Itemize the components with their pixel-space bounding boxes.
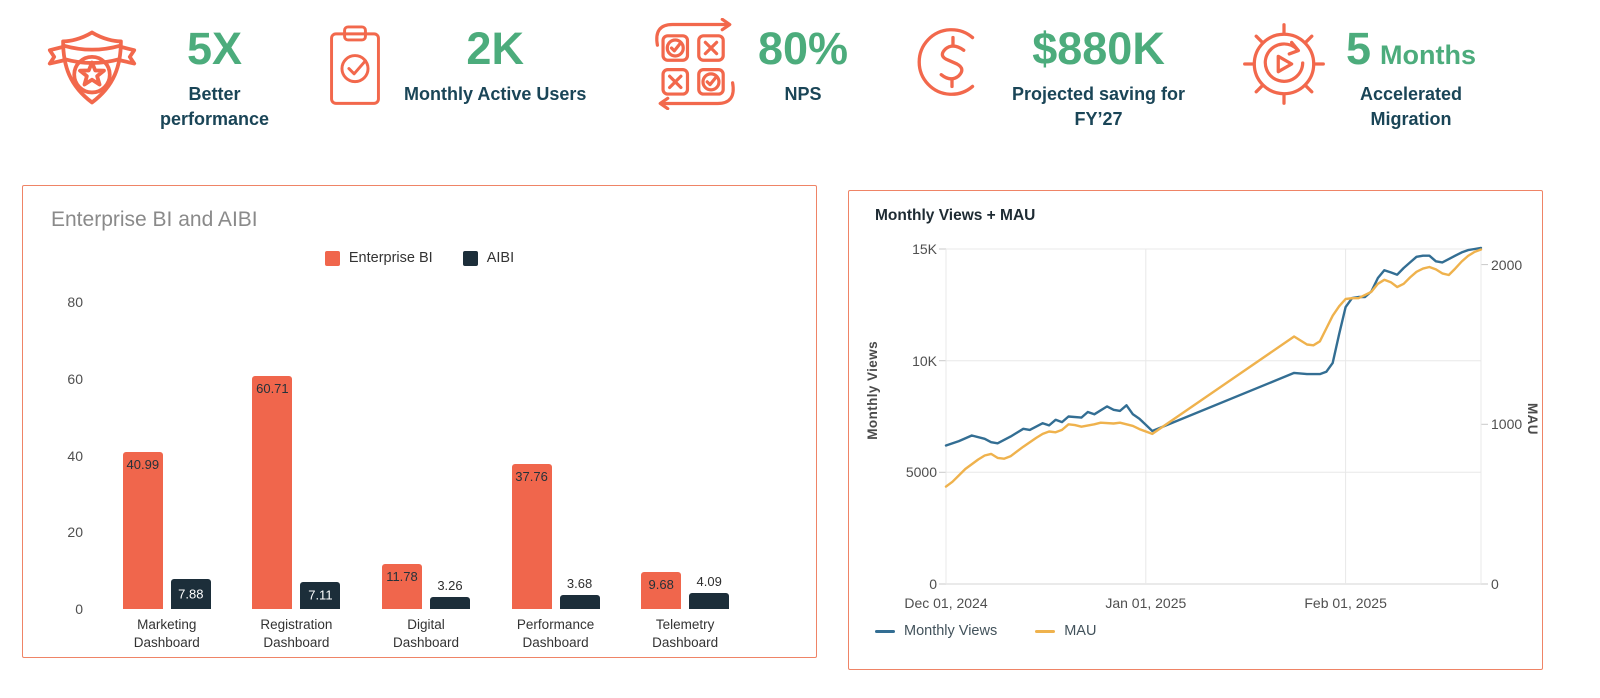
bar-enterprise-bi[interactable]: 60.71 xyxy=(252,376,293,609)
y-tick-left: 5000 xyxy=(905,464,937,481)
bar-group: 40.99 7.88 Marketing Dashboard xyxy=(102,302,232,650)
line-series-mau[interactable] xyxy=(944,248,1483,488)
legend-item[interactable]: MAU xyxy=(1035,623,1096,639)
bar-value-label: 60.71 xyxy=(256,381,289,397)
line-chart-legend: Monthly Views MAU xyxy=(875,623,1096,639)
y-tick-right: 0 xyxy=(1491,576,1499,592)
bar-value-label: 7.11 xyxy=(308,587,333,603)
bar-chart-plot: 40.99 7.88 Marketing Dashboard 60.71 7.11 Regi… xyxy=(102,302,750,650)
legend-swatch xyxy=(1035,629,1056,633)
category-label: Marketing Dashboard xyxy=(133,617,200,651)
bar-aibi[interactable]: 3.68 xyxy=(559,576,600,609)
legend-item[interactable]: Monthly Views xyxy=(875,623,997,639)
bar-aibi[interactable]: 3.26 xyxy=(429,578,470,609)
x-tick: Jan 01, 2025 xyxy=(1105,595,1187,611)
bar-value-label: 37.76 xyxy=(515,469,548,485)
kpi-label: Projected saving for FY’27 xyxy=(1012,84,1186,129)
y-axis-tick: 40 xyxy=(67,447,83,464)
line-chart-svg xyxy=(939,246,1488,585)
x-tick: Feb 01, 2025 xyxy=(1304,595,1387,611)
gear-arrow-icon xyxy=(1238,18,1330,110)
bar-group: 60.71 7.11 Registration Dashboard xyxy=(232,302,362,650)
survey-icon xyxy=(648,18,742,110)
kpi-value: 5X xyxy=(187,23,243,74)
bar-chart-panel: Enterprise BI and AIBI Enterprise BI AIBI… xyxy=(22,185,817,658)
y-axis-tick: 80 xyxy=(67,294,83,310)
kpi-label: Monthly Active Users xyxy=(404,84,587,104)
y-axis-tick: 60 xyxy=(67,370,83,387)
legend-swatch xyxy=(324,250,340,266)
legend-swatch xyxy=(875,629,895,633)
y-tick-left: 10K xyxy=(912,352,937,369)
bar-chart-title: Enterprise BI and AIBI xyxy=(51,208,258,231)
bar-aibi[interactable]: 7.11 xyxy=(300,581,341,609)
dollar-icon xyxy=(908,18,996,106)
kpi-stat: 5X Better performance xyxy=(40,18,269,132)
bar-enterprise-bi[interactable]: 37.76 xyxy=(511,464,552,609)
kpi-stat: 2K Monthly Active Users xyxy=(322,18,586,114)
legend-label: AIBI xyxy=(486,250,515,266)
bar-value-label: 11.78 xyxy=(386,568,418,584)
line-chart-panel: Monthly Views + MAU Monthly Views MAU 0 5… xyxy=(848,190,1543,670)
kpi-value: 2K xyxy=(466,23,524,74)
y-tick-right: 1000 xyxy=(1491,416,1523,433)
bar-enterprise-bi[interactable]: 11.78 xyxy=(381,563,422,609)
legend-label: Monthly Views xyxy=(904,623,998,639)
clipboard-icon xyxy=(322,18,388,114)
legend-label: Enterprise BI xyxy=(348,250,433,266)
legend-item[interactable]: AIBI xyxy=(462,250,515,266)
y-tick-right: 2000 xyxy=(1491,256,1523,273)
line-series-monthly-views[interactable] xyxy=(944,246,1483,447)
kpi-stat: $880K Projected saving for FY’27 xyxy=(908,18,1185,132)
y-axis-label-left: Monthly Views xyxy=(865,341,880,440)
kpi-stat: 5 Months Accelerated Migration xyxy=(1238,18,1476,132)
bar-aibi[interactable]: 7.88 xyxy=(170,578,211,609)
bar-group: 11.78 3.26 Digital Dashboard xyxy=(361,302,491,650)
kpi-value: 80% xyxy=(758,23,849,74)
kpi-label: Accelerated Migration xyxy=(1359,84,1463,129)
bar-group: 37.76 3.68 Performance Dashboard xyxy=(491,302,621,650)
y-axis-tick: 0 xyxy=(75,601,83,617)
badge-icon xyxy=(40,18,144,118)
legend-item[interactable]: Enterprise BI xyxy=(324,250,433,266)
category-label: Telemetry Dashboard xyxy=(652,617,719,651)
category-label: Digital Dashboard xyxy=(392,617,459,651)
bar-aibi[interactable]: 4.09 xyxy=(689,574,730,609)
bar-value-label: 7.88 xyxy=(178,586,204,602)
kpi-stat: 80% NPS xyxy=(648,18,848,110)
y-axis-label-right: MAU xyxy=(1525,403,1540,435)
y-tick-left: 0 xyxy=(929,576,937,592)
line-chart-title: Monthly Views + MAU xyxy=(875,207,1036,224)
kpi-value-suffix: Months xyxy=(1380,40,1477,70)
category-label: Registration Dashboard xyxy=(260,617,333,651)
x-tick: Dec 01, 2024 xyxy=(904,595,988,611)
kpi-value: $880K xyxy=(1032,23,1165,74)
legend-label: MAU xyxy=(1064,623,1097,639)
y-axis-tick: 20 xyxy=(67,524,83,541)
y-tick-left: 15K xyxy=(912,241,937,257)
bar-enterprise-bi[interactable]: 40.99 xyxy=(122,451,163,609)
bar-value-label: 9.68 xyxy=(648,576,674,592)
bar-value-label: 40.99 xyxy=(126,456,160,472)
category-label: Performance Dashboard xyxy=(516,617,595,651)
kpi-label: NPS xyxy=(784,84,822,104)
kpi-label: Better performance xyxy=(160,84,270,129)
bar-value-label: 3.26 xyxy=(437,577,463,593)
bar-enterprise-bi[interactable]: 9.68 xyxy=(641,571,682,609)
legend-swatch xyxy=(462,250,478,266)
bar-value-label: 4.09 xyxy=(696,574,722,590)
bar-chart-legend: Enterprise BI AIBI xyxy=(23,250,816,266)
bar-value-label: 3.68 xyxy=(566,575,593,591)
bar-group: 9.68 4.09 Telemetry Dashboard xyxy=(620,302,750,650)
kpi-value: 5 Months xyxy=(1346,23,1477,74)
